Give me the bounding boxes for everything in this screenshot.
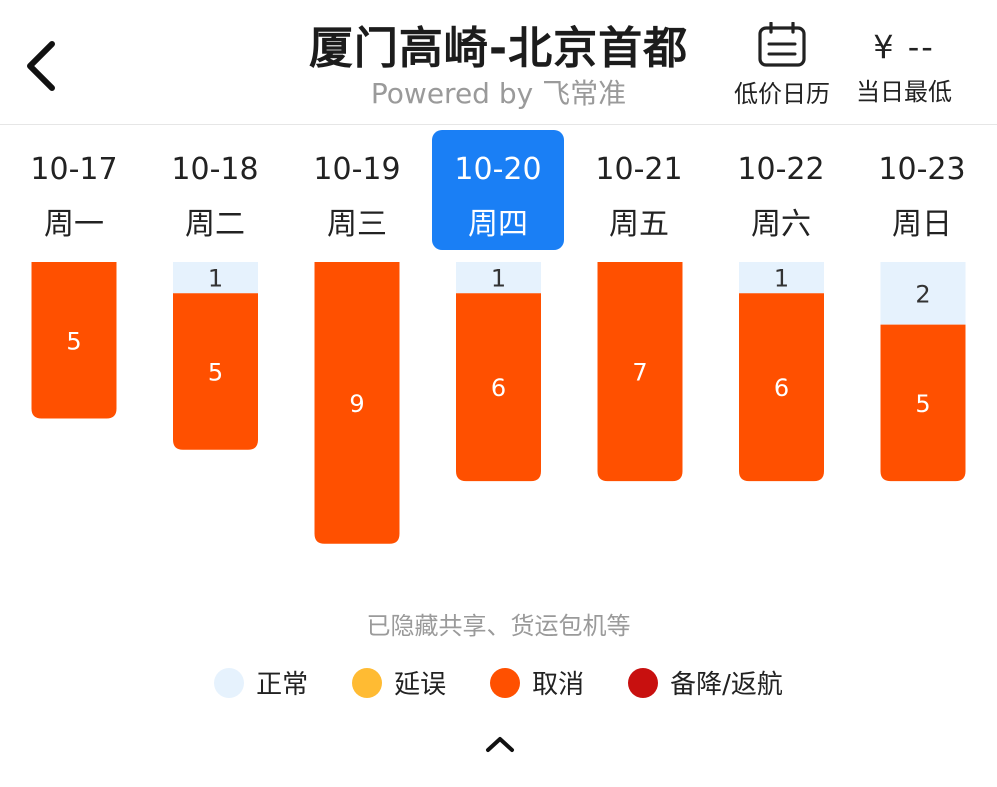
legend-swatch [628, 667, 659, 698]
bar-value-label: 5 [66, 327, 81, 355]
weekday-label: 周四 [468, 207, 528, 242]
bar-segment [173, 262, 258, 294]
bar-value-label: 6 [774, 374, 789, 402]
bar-segment [31, 262, 117, 419]
date-label: 10-17 [30, 152, 118, 187]
legend-item-diverted: 备降/返航 [628, 664, 783, 701]
page-subtitle: Powered by 飞常准 [370, 77, 627, 110]
chevron-up-icon [486, 737, 514, 752]
bar-segment [314, 262, 400, 544]
header-divider [0, 124, 997, 125]
date-label: 10-18 [171, 152, 259, 187]
bar-segment [173, 293, 258, 450]
low-price-calendar-button[interactable]: 低价日历 [722, 22, 842, 112]
legend-swatch [490, 667, 521, 698]
bar-group-10-20[interactable]: 16 [456, 262, 541, 482]
back-button[interactable] [22, 38, 62, 94]
date-label: 10-20 [454, 152, 542, 187]
top-bar: 厦门高崎-北京首都 Powered by 飞常准 低价日历 ¥ -- 当日最低 [0, 0, 997, 124]
bar-value-label: 5 [208, 359, 223, 387]
date-label: 10-23 [878, 152, 966, 187]
bar-group-10-23[interactable]: 25 [880, 262, 966, 482]
legend-item-cancelled: 取消 [490, 664, 584, 701]
bar-value-label: 1 [774, 265, 789, 293]
weekday-label: 周一 [44, 207, 104, 242]
bar-value-label: 1 [491, 265, 506, 293]
back-chevron-icon [27, 41, 55, 91]
lowest-price-value: ¥ -- [873, 28, 935, 66]
legend-label: 延误 [394, 670, 447, 700]
bar-segment [456, 293, 541, 482]
bar-segment [739, 262, 824, 294]
bar-value-label: 6 [491, 374, 506, 402]
bar-segment [597, 262, 683, 482]
date-tab-10-23[interactable]: 10-23 周日 [856, 130, 988, 250]
date-tab-10-17[interactable]: 10-17 周一 [8, 130, 140, 250]
bar-group-10-17[interactable]: 5 [31, 262, 117, 419]
bar-segment [880, 324, 966, 482]
bar-group-10-22[interactable]: 16 [739, 262, 824, 482]
date-label: 10-22 [737, 152, 825, 187]
weekday-label: 周三 [327, 207, 387, 242]
legend-item-normal: 正常 [214, 664, 308, 701]
legend-label: 备降/返航 [670, 670, 783, 700]
bar-segment [739, 293, 824, 482]
bar-value-label: 1 [208, 265, 223, 293]
legend-label: 正常 [256, 670, 309, 700]
chart-legend: 正常 延误 取消 备降/返航 [0, 664, 997, 701]
bar-group-10-19[interactable]: 9 [314, 262, 400, 544]
date-label: 10-19 [313, 152, 401, 187]
date-tab-10-18[interactable]: 10-18 周二 [149, 130, 281, 250]
bar-value-label: 9 [349, 390, 364, 418]
legend-swatch [352, 667, 383, 698]
lowest-price-label: 当日最低 [856, 78, 952, 106]
date-tab-10-21[interactable]: 10-21 周五 [573, 130, 705, 250]
bar-segment [456, 262, 541, 294]
calendar-label: 低价日历 [734, 80, 830, 108]
page-title: 厦门高崎-北京首都 [308, 23, 689, 74]
collapse-button[interactable] [480, 728, 520, 760]
legend-label: 取消 [532, 670, 585, 700]
bar-value-label: 5 [915, 390, 930, 418]
bar-value-label: 2 [915, 280, 930, 308]
calendar-icon [758, 22, 806, 67]
weekday-label: 周二 [185, 207, 245, 242]
date-tab-10-22[interactable]: 10-22 周六 [715, 130, 847, 250]
legend-item-delayed: 延误 [352, 664, 446, 701]
weekday-label: 周六 [751, 207, 811, 242]
bar-group-10-18[interactable]: 15 [173, 262, 258, 450]
bar-value-label: 7 [632, 359, 647, 387]
lowest-price-button[interactable]: ¥ -- 当日最低 [846, 22, 962, 112]
date-tab-10-19[interactable]: 10-19 周三 [291, 130, 423, 250]
weekday-label: 周日 [892, 207, 952, 242]
bar-segment [880, 262, 966, 325]
bar-group-10-21[interactable]: 7 [597, 262, 683, 482]
hidden-flights-note: 已隐藏共享、货运包机等 [366, 612, 631, 640]
date-tab-10-20[interactable]: 10-20 周四 [432, 130, 564, 250]
date-label: 10-21 [595, 152, 683, 187]
legend-swatch [214, 667, 245, 698]
weekday-label: 周五 [609, 207, 669, 242]
